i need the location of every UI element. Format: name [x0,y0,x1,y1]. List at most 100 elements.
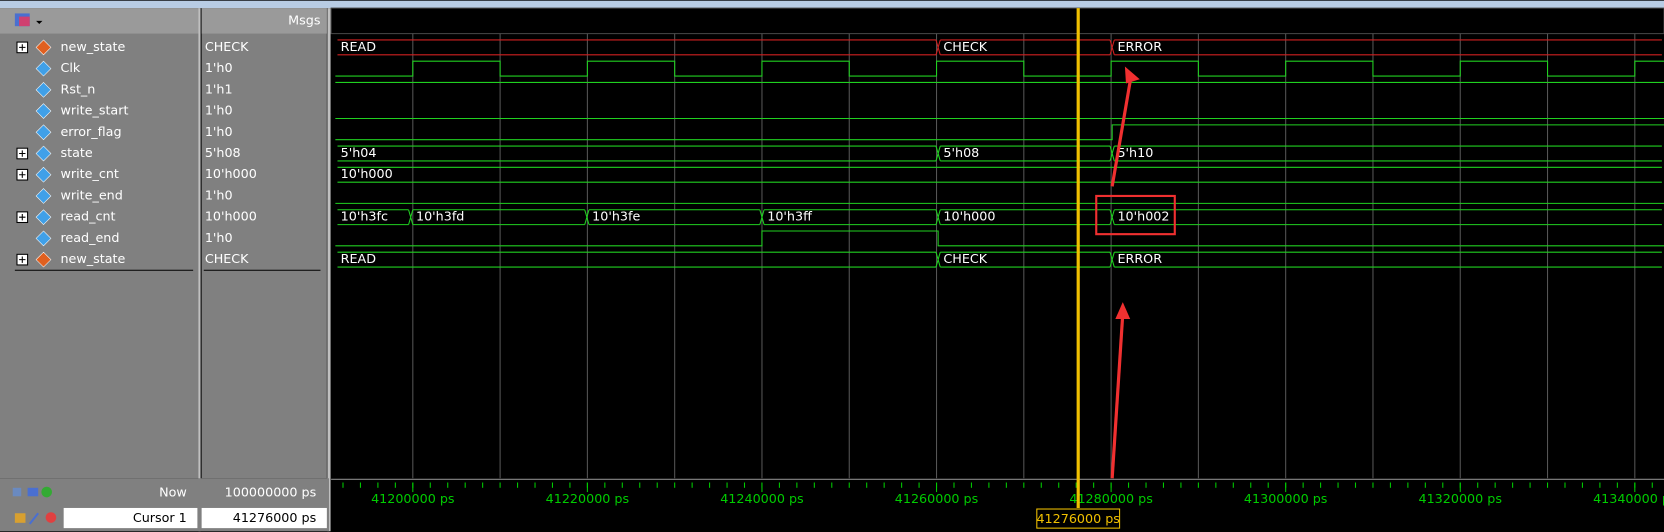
now-value: 100000000 ps [225,486,317,501]
signal-name[interactable]: write_start [60,104,128,119]
signal-name[interactable]: Clk [60,61,80,76]
signal-value: CHECK [205,252,249,267]
signal-value: 5'h08 [205,146,241,161]
signal-name[interactable]: new_state [60,40,125,55]
icon[interactable] [41,486,52,498]
bus-segment [337,209,409,226]
icon[interactable] [12,487,22,497]
msgs-header: Msgs [288,13,320,28]
signal-icon [35,145,52,162]
bus-label: 10'h3fc [341,210,388,225]
expand-plus [19,256,26,263]
bus-segment [940,209,1111,226]
time-label: 41260000 ps [895,492,978,507]
bus-label: 5'h10 [1117,146,1153,161]
time-label: 41240000 ps [720,492,803,507]
signal-icon [35,60,52,77]
bus-segment [337,166,1662,183]
bus-transition [935,145,941,162]
expand-plus [19,171,26,178]
cursor-label: Cursor 1 [133,511,187,526]
signal-name[interactable]: state [60,146,92,161]
signal-icon [35,103,52,119]
bus-label: READ [341,252,377,267]
bus-label: 10'h3fe [592,210,640,225]
signal-icon [35,209,52,225]
bus-transition [1109,252,1115,268]
name-pane [0,8,200,479]
bus-transition [1109,145,1115,162]
arrow [1110,74,1133,187]
bus-segment [337,251,937,268]
signal-name[interactable]: Rst_n [60,82,95,97]
expand-plus [19,150,26,157]
title-strip [0,0,1664,9]
cursor-time: 41276000 ps [1036,512,1119,527]
signal-icon [35,124,52,141]
arrow-head [1115,302,1131,320]
bus-transition [584,209,590,225]
bus-label: 5'h08 [943,146,979,161]
time-label: 41280000 ps [1069,492,1152,507]
highlight-box [1095,194,1176,236]
signal-icon [35,251,52,268]
toolbar-icon[interactable] [14,13,43,27]
expand-plus [19,44,26,51]
signal-value: 1'h0 [205,104,233,119]
time-label: 41300000 ps [1244,492,1327,507]
arrow [1110,313,1125,479]
grid [412,33,1636,479]
value-pane [201,8,327,479]
bus-label: READ [341,40,377,55]
time-label: 41320000 ps [1419,492,1502,507]
icon[interactable] [28,512,40,525]
signal-name[interactable]: write_end [60,188,122,203]
bus-label: 10'h000 [943,210,995,225]
bit-wave [335,60,1664,77]
time-label: 41220000 ps [546,492,629,507]
icon [19,16,30,27]
signal-value: 10'h000 [205,167,257,182]
name-header [0,8,200,34]
bus-segment [940,39,1111,56]
bus-transition [935,252,941,268]
bus-segment [337,145,937,162]
signal-name[interactable]: new_state [60,252,125,267]
signal-name[interactable]: write_cnt [60,167,118,182]
bus-segment [1114,209,1662,226]
signal-value: 1'h1 [205,82,233,97]
signal-name[interactable]: read_end [60,231,119,246]
signal-value: CHECK [205,40,249,55]
icon[interactable] [27,487,39,497]
signal-value: 1'h0 [205,231,233,246]
bus-segment [1114,39,1662,56]
arrow-head [1124,66,1140,84]
cursor-value-box [201,507,327,529]
signal-value: 1'h0 [205,61,233,76]
dropdown [36,20,43,25]
bus-transition [759,209,765,225]
time-label: 41200000 ps [371,492,454,507]
bus-label: ERROR [1117,40,1162,55]
bus-label: CHECK [943,252,987,267]
bus-segment [337,39,937,56]
icon[interactable] [14,513,26,523]
signal-icon [35,166,52,183]
bus-segment [588,209,760,226]
signal-icon [35,230,52,247]
bus-label: 10'h3fd [416,210,464,225]
signal-name[interactable]: read_cnt [60,210,115,225]
value-header [201,8,327,34]
bus-segment [764,209,937,226]
expand-plus [19,214,26,221]
rows: new_state CHECK READ CHECK ERROR Clk 1'h0 Rst_n… [16,39,1664,268]
bit-wave [335,230,1664,247]
icon[interactable] [45,512,57,523]
signal-name[interactable]: error_flag [60,125,121,140]
cursor-value: 41276000 ps [233,511,316,526]
cursor-time-box[interactable] [1036,508,1121,529]
wave-header [330,7,1664,35]
time-label: 41340000 ps [1593,492,1664,507]
bus-transition [935,209,941,225]
